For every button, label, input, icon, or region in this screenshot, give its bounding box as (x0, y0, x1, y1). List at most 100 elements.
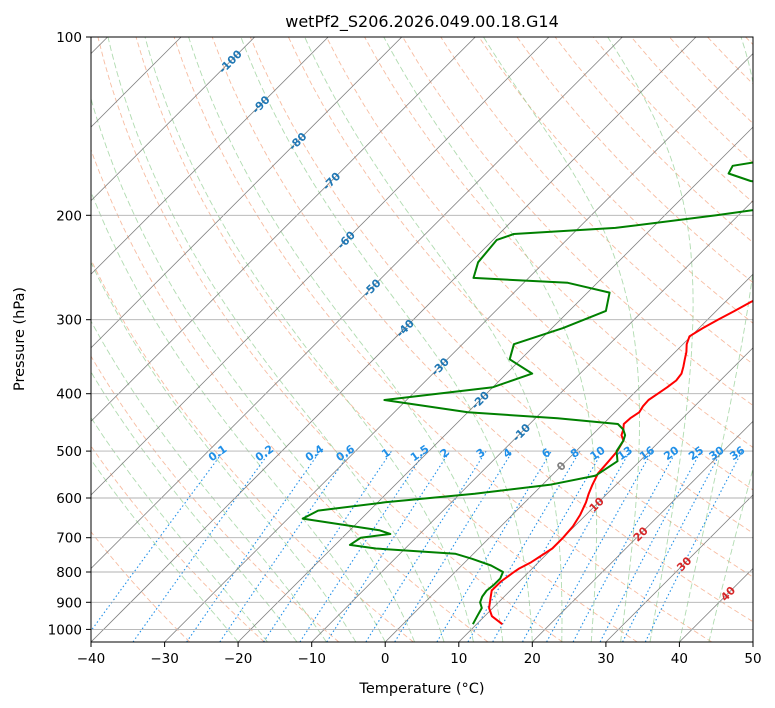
isotherm-line (164, 53, 753, 642)
mixing-ratio-label: 2 (438, 446, 452, 461)
mixing-ratio-line (546, 450, 653, 642)
dry-adiabat (91, 445, 265, 642)
mixing-ratio-label: 36 (727, 443, 747, 463)
moist-adiabat (607, 37, 694, 642)
y-tick-label: 400 (56, 387, 82, 403)
mixing-ratio-label: 0.4 (303, 442, 327, 464)
isotherm-label: 40 (718, 584, 738, 604)
dry-adiabat (554, 37, 753, 244)
isotherm-label: -60 (335, 228, 358, 251)
y-axis-title: Pressure (hPa) (12, 287, 28, 391)
x-tick-label: 40 (671, 651, 688, 667)
plot-area: 0.1 0.2 0.4 0.6 1 1.5 2 3 4 6 8 10 13 16 20 25 30 36-100-… (91, 37, 753, 642)
isotherm-label: -70 (320, 169, 343, 192)
isotherm-label: 30 (674, 554, 694, 574)
x-tick-label: −40 (77, 651, 106, 667)
isotherm-line (91, 37, 476, 422)
dry-adiabat (91, 355, 340, 642)
mixing-ratio-line (572, 450, 677, 642)
dry-adiabat (249, 37, 753, 578)
pressure-grid (91, 37, 753, 630)
x-axis-title: Temperature (°C) (358, 681, 484, 697)
y-tick-label: 700 (56, 531, 82, 547)
mixing-ratio-line (91, 450, 224, 632)
dry-adiabat (402, 37, 753, 407)
moist-adiabat (91, 416, 268, 642)
dry-adiabat (516, 37, 753, 284)
dry-adiabats (91, 37, 753, 642)
dry-adiabat (91, 258, 414, 642)
line-labels: 0.1 0.2 0.4 0.6 1 1.5 2 3 4 6 8 10 13 16 20 25 30 36-100-… (206, 47, 748, 604)
isotherm-line (458, 347, 753, 642)
mixing-ratio-line (436, 450, 552, 642)
isotherm-label: -20 (469, 388, 492, 411)
y-tick-label: 100 (56, 30, 82, 46)
mixing-ratio-label: 25 (686, 444, 706, 463)
moist-adiabat (483, 37, 640, 642)
isotherm-label: -90 (249, 93, 272, 116)
dry-adiabat (97, 37, 563, 642)
sounding-traces (301, 161, 753, 625)
mixing-ratio-label: 0.1 (206, 442, 229, 464)
mixing-ratio-label: 3 (474, 446, 488, 461)
x-tick-label: 10 (450, 651, 467, 667)
dry-adiabat (592, 37, 753, 204)
isotherm-line (237, 126, 753, 642)
isotherm-line (532, 420, 753, 642)
y-tick-label: 600 (56, 491, 82, 507)
dry-adiabat (440, 37, 753, 365)
mixing-ratio-line (299, 450, 426, 642)
x-tick-label: 20 (524, 651, 541, 667)
mixing-ratio-label: 0.2 (253, 442, 276, 464)
mixing-ratio-label: 30 (707, 443, 727, 463)
isotherm-label: -80 (286, 130, 309, 153)
moist-adiabat (91, 97, 416, 642)
mixing-ratio-label: 1.5 (408, 442, 431, 464)
y-tick-label: 900 (56, 595, 82, 611)
isotherm-line (91, 37, 329, 275)
moist-adiabat (91, 261, 357, 642)
moist-adiabat (91, 371, 298, 642)
y-tick-label: 200 (56, 208, 82, 224)
x-tick-label: 30 (597, 651, 614, 667)
mixing-ratio-line (522, 450, 631, 642)
moist-adiabat (188, 37, 504, 642)
isotherm-line (91, 37, 255, 202)
isotherm-label: 20 (631, 524, 651, 544)
isotherm-line (679, 567, 753, 642)
moist-adiabat (708, 467, 753, 642)
mixing-ratio-label: 20 (661, 443, 681, 463)
isotherm-label: 10 (587, 495, 607, 515)
y-tick-label: 800 (56, 565, 82, 581)
moist-adiabat (91, 190, 386, 642)
mixing-ratio-line (186, 450, 321, 642)
moist-adiabats (91, 37, 753, 642)
mixing-ratio-label: 0.6 (334, 442, 358, 464)
dry-adiabat (173, 37, 713, 642)
isotherm-line (752, 641, 753, 642)
mixing-ratio-label: 6 (539, 446, 553, 461)
isotherm-line (91, 37, 550, 496)
mixing-ratio-line (219, 450, 352, 642)
dewpoint-trace (301, 161, 753, 625)
x-axis: −40 −30 −20 −10 0 10 20 30 40 50 (77, 642, 762, 667)
moist-adiabat (240, 37, 533, 642)
dry-adiabat (669, 37, 753, 125)
mixing-ratio-lines (91, 450, 743, 642)
mixing-ratio-line (263, 450, 392, 642)
mixing-ratio-line (644, 450, 743, 642)
isotherm-line (384, 273, 753, 642)
isotherm-label: -10 (510, 421, 533, 444)
x-tick-label: −30 (150, 651, 179, 667)
mixing-ratio-line (132, 450, 271, 642)
mixing-ratio-label: 10 (588, 443, 608, 463)
y-tick-label: 500 (56, 444, 82, 460)
x-tick-label: −10 (297, 651, 326, 667)
dry-adiabat (211, 37, 753, 623)
moist-adiabat (107, 37, 445, 642)
isotherm-line (91, 37, 403, 349)
y-tick-label: 1000 (48, 622, 82, 638)
y-tick-label: 300 (56, 313, 82, 329)
moist-adiabat (144, 37, 474, 642)
